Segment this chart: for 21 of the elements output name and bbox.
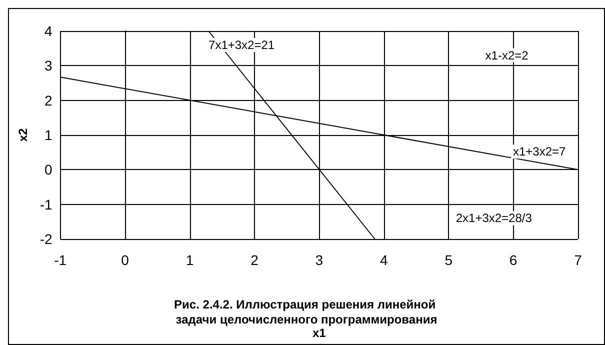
y-tick-label: 1 xyxy=(44,127,53,143)
x-tick-label: 5 xyxy=(444,252,453,268)
x-tick-label: 2 xyxy=(250,252,259,268)
x-tick-label: 3 xyxy=(315,252,324,268)
series-label: 7x1+3x2=21 xyxy=(208,38,275,52)
annotation: 2x1+3x2=28/3 xyxy=(456,211,532,226)
x-tick-label: 4 xyxy=(380,252,388,268)
y-tick-label: -2 xyxy=(40,231,53,247)
y-tick-label: 2 xyxy=(44,92,53,108)
series-label: x1+3x2=7 xyxy=(513,144,566,159)
annotation: x1-x2=2 xyxy=(485,48,529,62)
y-tick-label: 3 xyxy=(44,58,53,74)
y-axis-title: x2 xyxy=(16,128,30,142)
x-tick-label: 0 xyxy=(121,252,130,268)
x-tick-label: 1 xyxy=(186,252,194,268)
x-axis-title: x1 xyxy=(312,326,326,340)
y-tick-label: 0 xyxy=(44,162,53,178)
y-tick-label: 4 xyxy=(44,23,53,39)
x-tick-label: 7 xyxy=(574,252,582,268)
y-tick-label: -1 xyxy=(40,196,53,212)
x-tick-label: 6 xyxy=(509,252,518,268)
